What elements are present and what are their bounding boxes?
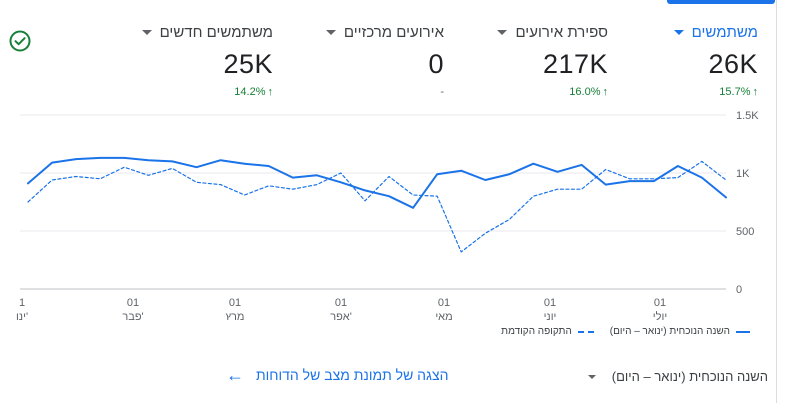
chart-legend: השנה הנוכחית (ינואר – היום) התקופה הקודמ… bbox=[501, 326, 750, 337]
arrow-up-icon: ↑ bbox=[752, 86, 759, 98]
metric-key-events[interactable]: אירועים מרכזיים 0 - bbox=[325, 24, 444, 104]
x-tick-month-label: יולי bbox=[653, 310, 667, 320]
x-tick-day-label: 1 bbox=[19, 297, 25, 309]
metric-key-events-label: אירועים מרכזיים bbox=[343, 24, 444, 41]
metric-users-label: משתמשים bbox=[691, 24, 758, 41]
x-tick-day-label: 01 bbox=[654, 297, 666, 309]
metric-users-label-row[interactable]: משתמשים bbox=[673, 24, 758, 41]
dropdown-caret-icon[interactable] bbox=[325, 30, 336, 35]
metric-users-change: 15.7% ↑ bbox=[719, 86, 759, 98]
series-previous-period-line bbox=[27, 160, 727, 253]
metric-key-events-change: - bbox=[440, 86, 444, 98]
metric-key-events-value: 0 bbox=[428, 49, 444, 79]
metric-new-users-change: 14.2% ↑ bbox=[234, 86, 274, 98]
date-range-label: השנה הנוכחית (ינואר – היום) bbox=[611, 369, 768, 384]
x-tick-day-label: 01 bbox=[544, 297, 556, 309]
metric-new-users-label-row[interactable]: משתמשים חדשים bbox=[141, 24, 273, 41]
legend-previous-swatch bbox=[577, 330, 594, 333]
x-tick-month-label: יוני bbox=[544, 311, 557, 320]
x-tick-month-label: אפר' bbox=[330, 311, 352, 320]
active-metric-indicator bbox=[667, 0, 775, 4]
metric-event-count-change: 16.0% ↑ bbox=[569, 86, 609, 98]
dropdown-caret-icon[interactable] bbox=[497, 30, 508, 35]
metric-event-count-label: ספירת אירועים bbox=[515, 24, 608, 41]
metric-event-count-label-row[interactable]: ספירת אירועים bbox=[497, 24, 608, 41]
dropdown-caret-icon[interactable] bbox=[587, 374, 596, 379]
view-reports-snapshot-link[interactable]: הצגה של תמונת מצב של הדוחות ← bbox=[226, 366, 448, 384]
legend-current-label: השנה הנוכחית (ינואר – היום) bbox=[609, 326, 730, 337]
arrow-left-icon: ← bbox=[226, 365, 244, 385]
x-tick-day-label: 01 bbox=[438, 297, 450, 309]
series-current-year-line bbox=[27, 156, 727, 209]
legend-previous-label: התקופה הקודמת bbox=[501, 326, 572, 337]
dropdown-caret-icon[interactable] bbox=[141, 30, 152, 35]
metric-key-events-label-row[interactable]: אירועים מרכזיים bbox=[325, 24, 444, 41]
y-tick-label: 0 bbox=[736, 284, 742, 296]
x-tick-month-label: מאי bbox=[435, 311, 452, 320]
view-reports-snapshot-label: הצגה של תמונת מצב של הדוחות bbox=[256, 367, 449, 383]
metric-event-count-value: 217K bbox=[542, 49, 608, 79]
y-tick-label: 1K bbox=[736, 168, 750, 180]
x-tick-day-label: 01 bbox=[127, 297, 139, 309]
metric-users-value: 26K bbox=[708, 49, 758, 79]
dropdown-caret-icon[interactable] bbox=[673, 30, 684, 35]
x-tick-day-label: 01 bbox=[335, 297, 347, 309]
y-tick-label: 1.5K bbox=[736, 110, 759, 122]
metric-event-count[interactable]: ספירת אירועים 217K 16.0% ↑ bbox=[497, 24, 608, 104]
x-tick-month-label: פבר' bbox=[122, 311, 143, 320]
x-tick-month-label: ינו' bbox=[16, 311, 28, 320]
check-circle-icon[interactable] bbox=[9, 30, 31, 52]
y-tick-label: 500 bbox=[736, 226, 754, 238]
metric-new-users[interactable]: משתמשים חדשים 25K 14.2% ↑ bbox=[141, 24, 274, 104]
users-line-chart[interactable]: 05001K1.5K1ינו'01פבר'01מרץ01אפר'01מאי01י… bbox=[0, 100, 777, 320]
metric-new-users-label: משתמשים חדשים bbox=[159, 24, 273, 41]
metric-new-users-value: 25K bbox=[223, 49, 273, 79]
arrow-up-icon: ↑ bbox=[267, 86, 274, 98]
x-tick-day-label: 01 bbox=[229, 297, 241, 309]
x-tick-month-label: מרץ bbox=[226, 311, 245, 320]
date-range-selector[interactable]: השנה הנוכחית (ינואר – היום) bbox=[587, 369, 768, 384]
arrow-up-icon: ↑ bbox=[602, 86, 609, 98]
metric-users[interactable]: משתמשים 26K 15.7% ↑ bbox=[673, 24, 759, 104]
legend-current-swatch bbox=[736, 330, 750, 333]
